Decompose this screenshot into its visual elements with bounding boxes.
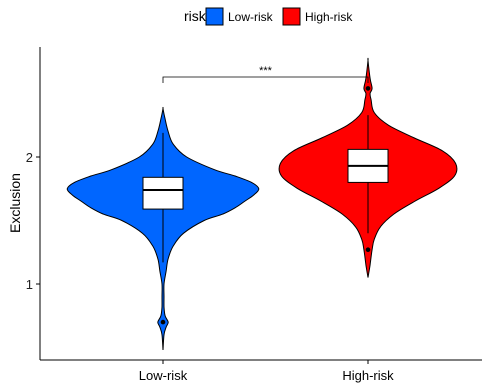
plot-area: *** xyxy=(66,57,458,351)
y-tick-label-2: 2 xyxy=(26,150,33,165)
y-axis-label: Exclusion xyxy=(7,173,23,233)
legend-title: risk xyxy=(184,8,207,24)
legend-swatch-high-risk xyxy=(282,7,301,26)
significance-label: *** xyxy=(259,65,273,77)
box-low-risk xyxy=(142,176,184,210)
legend-label-low-risk: Low-risk xyxy=(228,10,274,24)
x-tick-label-high-risk: High-risk xyxy=(342,368,394,383)
outlier-high-risk-1 xyxy=(365,86,371,91)
axes: 1 2 Low-risk High-risk Exclusion xyxy=(7,47,482,383)
significance-line xyxy=(162,76,369,83)
outlier-high-risk-0 xyxy=(365,247,371,253)
x-tick-label-low-risk: Low-risk xyxy=(139,368,188,383)
legend-swatch-low-risk xyxy=(205,7,224,26)
y-tick-label-1: 1 xyxy=(26,277,33,292)
significance-bracket: *** xyxy=(162,65,369,83)
legend: risk Low-risk High-risk xyxy=(184,7,353,26)
outlier-low-risk-0 xyxy=(160,319,166,325)
legend-label-high-risk: High-risk xyxy=(305,10,353,24)
